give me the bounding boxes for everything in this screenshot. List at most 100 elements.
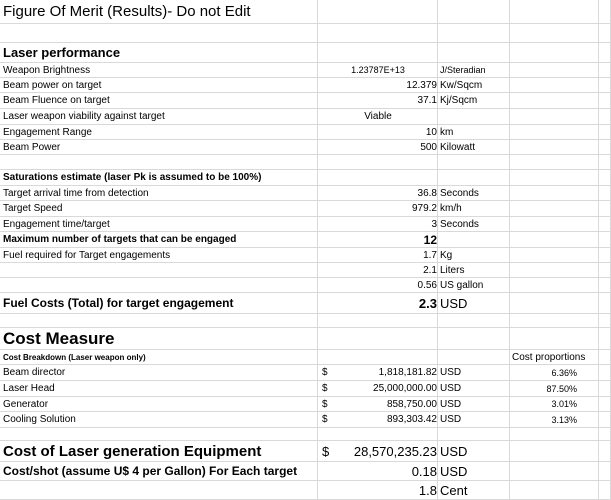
row-value[interactable]: 1.7 (423, 249, 437, 261)
fuel-cost-label[interactable]: Fuel Costs (Total) for target engagement (3, 296, 234, 310)
table-row: Fuel Costs (Total) for target engagement… (0, 293, 611, 314)
row-label[interactable]: Beam Power (3, 141, 61, 153)
fuel-cost-value[interactable]: 2.3 (418, 295, 437, 311)
row-label[interactable]: Beam Fluence on target (3, 95, 110, 106)
row-value[interactable]: 37.1 (417, 95, 437, 106)
row-value[interactable]: 500 (420, 141, 437, 153)
table-row: Engagement Range 10 km (0, 125, 611, 140)
row-value[interactable]: 893,303.42 (386, 414, 437, 425)
table-row: Beam Power 500 Kilowatt (0, 140, 611, 155)
row-value[interactable]: 0.56 (417, 279, 437, 291)
row-label[interactable]: Target Speed (3, 203, 63, 214)
saturation-heading[interactable]: Saturations estimate (laser Pk is assume… (3, 172, 262, 183)
row-label[interactable]: Laser weapon viability against target (3, 111, 165, 122)
table-row: Cost of Laser generation Equipment $ 28,… (0, 441, 611, 462)
cost-per-shot-cent-value[interactable]: 1.8 (418, 482, 437, 498)
row-label[interactable]: Fuel required for Target engagements (3, 249, 171, 261)
currency-symbol[interactable]: $ (322, 367, 328, 378)
table-row: Beam power on target 12.379 Kw/Sqcm (0, 78, 611, 93)
row-proportion[interactable]: 87.50% (546, 383, 577, 394)
empty-row (0, 155, 611, 170)
row-label[interactable]: Beam director (3, 367, 66, 378)
row-unit[interactable]: km (440, 126, 454, 138)
cost-per-shot-cent-unit[interactable]: Cent (440, 482, 468, 498)
row-label[interactable]: Target arrival time from detection (3, 187, 149, 199)
table-row: Cost/shot (assume U$ 4 per Gallon) For E… (0, 462, 611, 481)
row-unit[interactable]: Seconds (440, 218, 479, 230)
row-value[interactable]: 10 (425, 126, 437, 138)
currency-symbol[interactable]: $ (322, 414, 328, 425)
row-value[interactable]: 36.8 (417, 187, 437, 199)
row-value[interactable]: 3 (431, 218, 437, 230)
row-value[interactable]: 1.23787E+13 (351, 65, 405, 75)
cost-breakdown-label[interactable]: Cost Breakdown (Laser weapon only) (3, 352, 146, 362)
row-unit[interactable]: km/h (440, 203, 462, 214)
table-row: Beam Fluence on target 37.1 Kj/Sqcm (0, 93, 611, 109)
section-row: Saturations estimate (laser Pk is assume… (0, 170, 611, 186)
table-row: Laser weapon viability against target Vi… (0, 109, 611, 125)
viability-value[interactable]: Viable (364, 111, 392, 122)
row-value[interactable]: 979.2 (411, 203, 437, 214)
row-proportion[interactable]: 3.13% (551, 414, 577, 425)
cost-per-shot-unit[interactable]: USD (440, 463, 468, 479)
laser-performance-heading[interactable]: Laser performance (3, 45, 121, 60)
table-row: Engagement time/target 3 Seconds (0, 217, 611, 232)
row-unit[interactable]: J/Steradian (440, 65, 486, 75)
row-proportion[interactable]: 6.36% (551, 367, 577, 378)
table-row: Maximum number of targets that can be en… (0, 232, 611, 248)
row-proportion[interactable]: 3.01% (551, 399, 577, 409)
currency-symbol[interactable]: $ (322, 398, 328, 410)
row-label[interactable]: Engagement Range (3, 126, 92, 138)
row-unit[interactable]: Kg (440, 249, 453, 261)
total-cost-unit[interactable]: USD (440, 443, 468, 459)
row-unit[interactable]: USD (440, 367, 462, 378)
max-targets-value[interactable]: 12 (423, 232, 437, 247)
total-cost-label[interactable]: Cost of Laser generation Equipment (3, 442, 262, 460)
row-unit[interactable]: Kj/Sqcm (440, 95, 478, 106)
row-label[interactable]: Beam power on target (3, 79, 102, 91)
row-value[interactable]: 12.379 (406, 79, 437, 91)
row-unit[interactable]: Kilowatt (440, 141, 476, 153)
table-row: 1.8 Cent (0, 481, 611, 500)
table-row: Laser Head $ 25,000,000.00 USD 87.50% (0, 381, 611, 397)
row-value[interactable]: 1,818,181.82 (378, 367, 437, 378)
section-row: Laser performance (0, 43, 611, 63)
row-unit[interactable]: USD (440, 383, 462, 394)
currency-symbol[interactable]: $ (322, 383, 328, 394)
table-row: Cooling Solution $ 893,303.42 USD 3.13% (0, 412, 611, 428)
empty-row (0, 24, 611, 43)
row-value[interactable]: 858,750.00 (386, 398, 437, 410)
cost-per-shot-value[interactable]: 0.18 (411, 463, 437, 479)
fuel-cost-unit[interactable]: USD (440, 295, 468, 311)
section-row: Cost Measure (0, 328, 611, 350)
table-row: Target Speed 979.2 km/h (0, 201, 611, 217)
row-unit[interactable]: Liters (440, 264, 465, 276)
row-label[interactable]: Laser Head (3, 383, 55, 394)
row-label[interactable]: Cooling Solution (3, 414, 76, 425)
row-label[interactable]: Weapon Brightness (3, 64, 91, 76)
cost-proportions-header[interactable]: Cost proportions (512, 351, 586, 363)
row-unit[interactable]: USD (440, 414, 462, 425)
row-label[interactable]: Maximum number of targets that can be en… (3, 234, 237, 245)
cost-measure-heading[interactable]: Cost Measure (3, 328, 115, 348)
table-row: Generator $ 858,750.00 USD 3.01% (0, 397, 611, 412)
row-unit[interactable]: Kw/Sqcm (440, 79, 483, 91)
total-cost-value[interactable]: 28,570,235.23 (353, 443, 437, 459)
table-row: Weapon Brightness 1.23787E+13 J/Steradia… (0, 63, 611, 78)
empty-row (0, 428, 611, 441)
table-row: Cost Breakdown (Laser weapon only) Cost … (0, 350, 611, 365)
table-row: 0.56 US gallon (0, 278, 611, 293)
currency-symbol[interactable]: $ (322, 443, 330, 459)
row-value[interactable]: 2.1 (423, 264, 437, 276)
table-row: Target arrival time from detection 36.8 … (0, 186, 611, 201)
row-label[interactable]: Generator (3, 398, 49, 410)
page-title[interactable]: Figure Of Merit (Results)- Do not Edit (3, 3, 251, 20)
row-unit[interactable]: USD (440, 398, 462, 410)
row-unit[interactable]: US gallon (440, 279, 484, 291)
row-label[interactable]: Engagement time/target (3, 218, 110, 230)
row-unit[interactable]: Seconds (440, 187, 479, 199)
table-row: Beam director $ 1,818,181.82 USD 6.36% (0, 365, 611, 381)
row-value[interactable]: 25,000,000.00 (373, 383, 437, 394)
cost-per-shot-label[interactable]: Cost/shot (assume U$ 4 per Gallon) For E… (3, 464, 298, 478)
